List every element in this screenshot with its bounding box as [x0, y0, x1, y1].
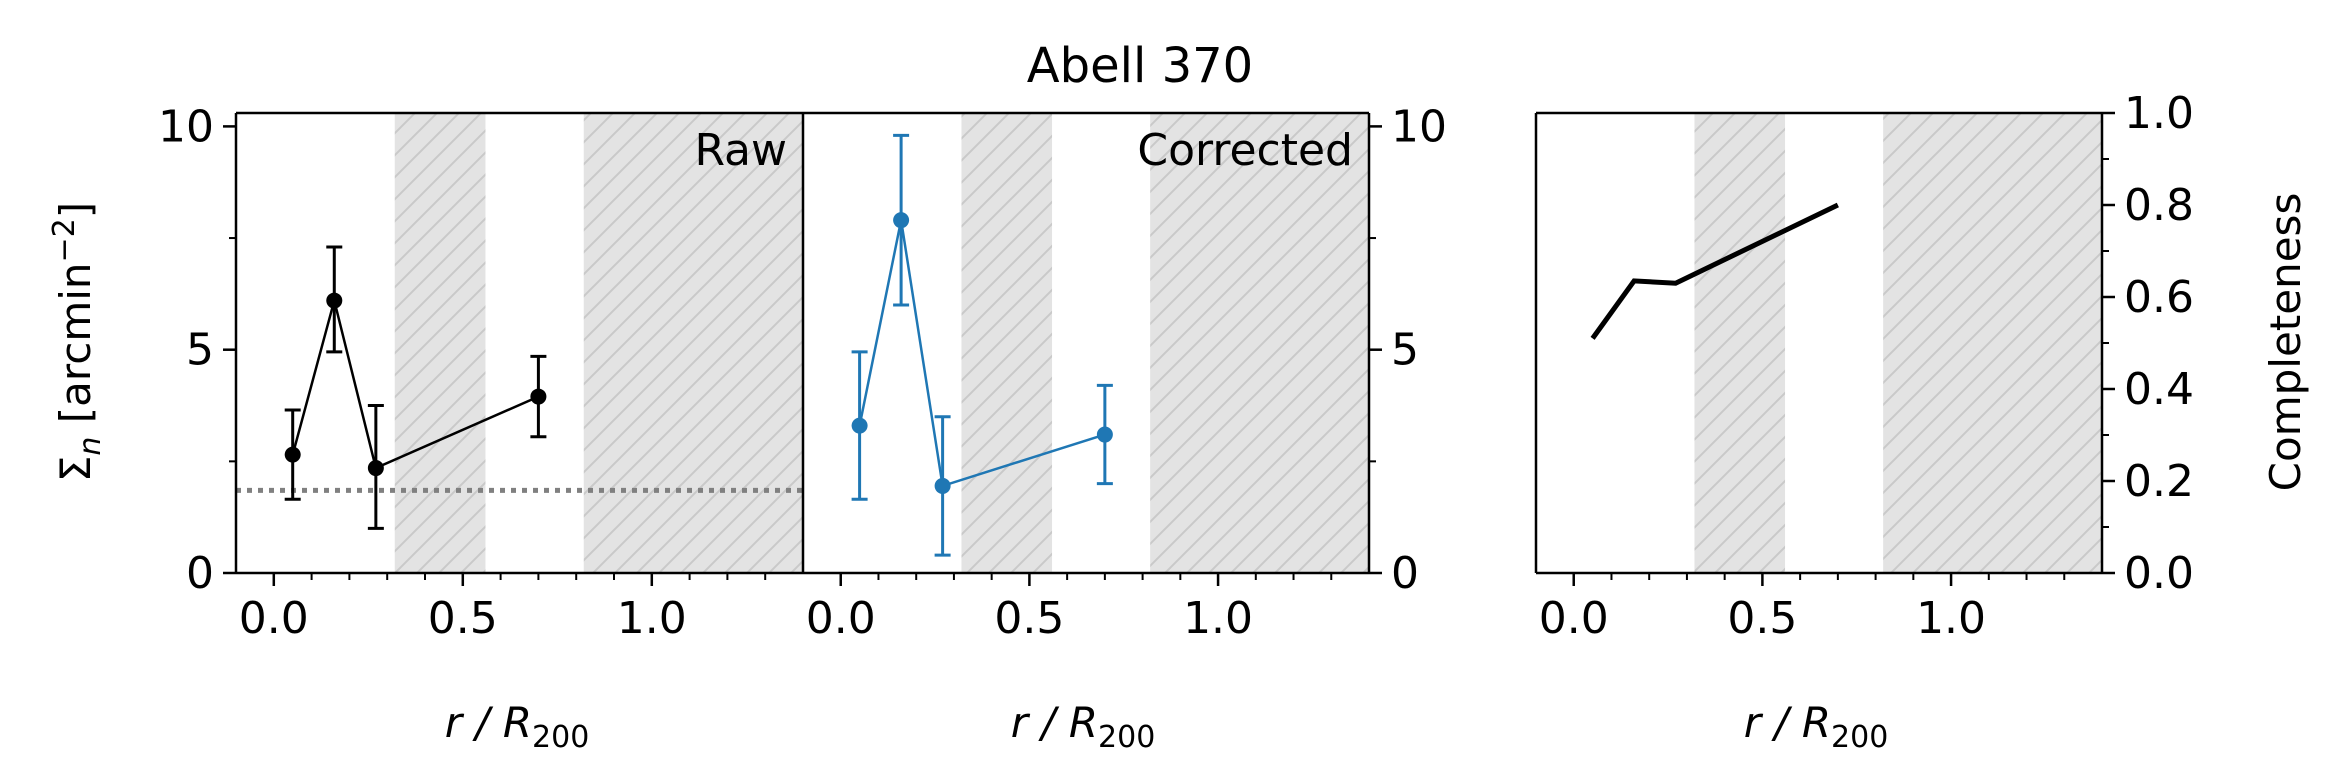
corrected-xtick-label-0: 0.0 — [806, 593, 876, 644]
figure-title: Abell 370 — [1027, 38, 1253, 94]
corrected-ytick-label-1: 5 — [1391, 325, 1419, 376]
corrected-xlabel: r / R200 — [1011, 698, 1156, 755]
raw-ylabel: Σn [arcmin−2] — [47, 202, 108, 482]
raw-shaded-region-0 — [394, 113, 486, 573]
completeness-xtick-label-0: 0.0 — [1539, 593, 1609, 644]
raw-panel: 0.0 0.5 1.0 0 5 10 Raw r / R200 Σn [arcmin−2] — [47, 101, 803, 755]
corrected-panel-label: Corrected — [1137, 125, 1353, 176]
raw-xlabel-sub: 200 — [532, 720, 589, 755]
raw-ytick-label-0: 0 — [186, 548, 214, 599]
corrected-shading — [961, 113, 1369, 573]
corrected-shaded-region-1 — [1150, 113, 1369, 573]
completeness-axes: 0.0 0.5 1.0 0.0 0.2 0.4 0.6 0.8 1.0 — [1534, 88, 2194, 644]
raw-data-point-2 — [367, 460, 384, 477]
raw-ylabel-unit: [arcmin — [51, 262, 100, 436]
raw-series-line-0 — [291, 295, 539, 470]
completeness-xlabel-text: r / R — [1744, 698, 1831, 747]
raw-xtick-label-1: 0.5 — [428, 593, 498, 644]
completeness-xtick-label-1: 0.5 — [1727, 593, 1797, 644]
corrected-panel: 0.0 0.5 1.0 0 5 10 Corrected r / R200 — [801, 101, 1447, 755]
completeness-ytick-label-3: 0.6 — [2124, 272, 2194, 323]
raw-ylabel-sup: −2 — [47, 218, 82, 262]
corrected-axes: 0.0 0.5 1.0 0 5 10 — [801, 101, 1447, 644]
corrected-data-point-0 — [851, 417, 868, 434]
corrected-marks — [851, 133, 1113, 557]
raw-ytick-label-2: 10 — [158, 101, 214, 152]
corrected-xtick-label-2: 1.0 — [1183, 593, 1253, 644]
raw-shading — [394, 113, 803, 573]
raw-shaded-region-1 — [583, 113, 803, 573]
raw-data-point-3 — [530, 388, 547, 405]
completeness-ytick-label-0: 0.0 — [2124, 548, 2194, 599]
raw-xlabel: r / R200 — [445, 698, 590, 755]
raw-ylabel-end: ] — [51, 202, 100, 218]
completeness-shading — [1694, 113, 2102, 573]
completeness-ytick-label-2: 0.4 — [2124, 364, 2194, 415]
raw-axes: 0.0 0.5 1.0 0 5 10 — [158, 101, 803, 644]
raw-xtick-label-0: 0.0 — [239, 593, 309, 644]
corrected-data-point-3 — [1096, 426, 1113, 443]
raw-panel-label: Raw — [694, 125, 787, 176]
corrected-ytick-label-2: 10 — [1391, 101, 1447, 152]
corrected-ytick-label-0: 0 — [1391, 548, 1419, 599]
completeness-shaded-region-1 — [1883, 113, 2102, 573]
completeness-marks — [1590, 202, 1839, 340]
corrected-xtick-label-1: 0.5 — [994, 593, 1064, 644]
corrected-series-line-0 — [858, 219, 1106, 488]
corrected-data-point-1 — [893, 212, 910, 229]
completeness-xlabel: r / R200 — [1744, 698, 1889, 755]
completeness-ytick-label-1: 0.2 — [2124, 456, 2194, 507]
completeness-ylabel: Completeness — [2261, 193, 2310, 492]
corrected-xlabel-text: r / R — [1011, 698, 1098, 747]
corrected-data-point-2 — [934, 477, 951, 494]
raw-data-point-0 — [284, 446, 301, 463]
raw-ylabel-sub: n — [73, 437, 108, 456]
completeness-series-line-0 — [1590, 202, 1839, 340]
raw-xtick-label-2: 1.0 — [617, 593, 687, 644]
completeness-ytick-label-4: 0.8 — [2124, 180, 2194, 231]
raw-data-point-1 — [326, 292, 343, 309]
corrected-xlabel-sub: 200 — [1098, 720, 1155, 755]
completeness-ytick-label-5: 1.0 — [2124, 88, 2194, 139]
completeness-shaded-region-0 — [1694, 113, 1786, 573]
raw-marks — [236, 245, 803, 530]
raw-ylabel-symbol: Σ — [51, 456, 100, 483]
completeness-panel: 0.0 0.5 1.0 0.0 0.2 0.4 0.6 0.8 1.0 r / R200 Com… — [1534, 88, 2310, 755]
raw-xlabel-text: r / R — [445, 698, 532, 747]
completeness-xlabel-sub: 200 — [1831, 720, 1888, 755]
completeness-xtick-label-2: 1.0 — [1916, 593, 1986, 644]
corrected-shaded-region-0 — [961, 113, 1053, 573]
raw-ytick-label-1: 5 — [186, 325, 214, 376]
